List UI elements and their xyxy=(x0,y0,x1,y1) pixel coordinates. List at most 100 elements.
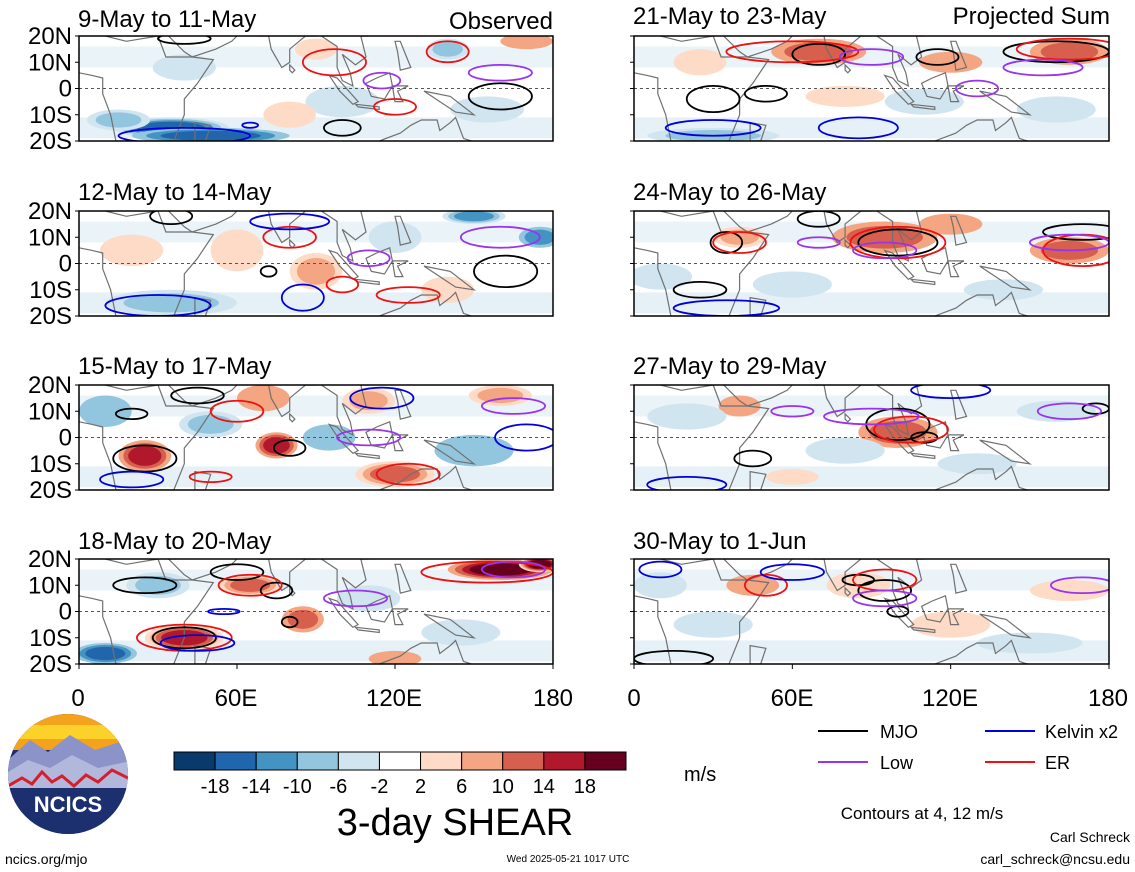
panel-title-obs1: 9-May to 11-May xyxy=(78,6,256,33)
x-axis-right: 0 60E 120E 180 xyxy=(627,685,1128,712)
y-tick-label: 0 xyxy=(59,251,72,278)
coastline xyxy=(876,385,925,436)
y-tick-label: 10N xyxy=(28,572,72,599)
shading-layer xyxy=(79,559,553,664)
coastline xyxy=(423,613,477,639)
shading-blob xyxy=(152,54,216,81)
shading-band xyxy=(634,46,1109,68)
website-link[interactable]: ncics.org/mjo xyxy=(5,851,88,867)
coastline xyxy=(844,412,852,423)
panel-obs1 xyxy=(75,35,554,142)
y-tick-label: 10S xyxy=(29,277,72,304)
shading-blob xyxy=(210,229,264,272)
contour-er xyxy=(375,462,441,486)
shading-blob xyxy=(294,38,338,60)
colorbar-tick-label: -6 xyxy=(329,776,347,798)
contour-low xyxy=(346,249,391,268)
colorbar-swatch xyxy=(502,751,545,771)
contour-mjo xyxy=(259,581,294,600)
y-tick-labels: 20N10N010S20S20N10N010S20S20N10N010S20S2… xyxy=(28,23,72,678)
x-tick-label: 60E xyxy=(215,685,258,712)
author-email: carl_schreck@ncsu.edu xyxy=(980,851,1130,867)
shading-blob xyxy=(421,619,501,646)
contour-mjo xyxy=(280,615,299,629)
y-tick-label: 10N xyxy=(28,398,72,425)
coastline xyxy=(79,385,215,490)
coastline xyxy=(194,470,212,490)
contour-low xyxy=(1002,58,1084,77)
shading-band xyxy=(79,221,553,243)
coastline xyxy=(168,211,238,233)
shading-blob xyxy=(450,96,525,123)
contour-er xyxy=(1015,37,1109,61)
colorbar-swatch xyxy=(461,751,504,771)
contour-low xyxy=(459,225,541,249)
coastline xyxy=(909,626,936,634)
contour-low xyxy=(823,407,920,426)
panel-proj1 xyxy=(630,35,1110,142)
y-tick-label: 20N xyxy=(28,198,72,225)
contour-er xyxy=(188,470,233,484)
shading-blob xyxy=(752,271,832,298)
contour-mjo xyxy=(796,211,841,228)
coastline xyxy=(909,278,936,286)
legend-label-mjo: MJO xyxy=(880,722,918,742)
contour-low xyxy=(480,560,546,579)
coastline xyxy=(391,608,409,626)
contour-er xyxy=(425,40,470,64)
coastline xyxy=(813,385,872,418)
colorbar-tick-label: 18 xyxy=(574,776,596,798)
y-tick-label: 20S xyxy=(29,303,72,330)
y-tick-label: 10N xyxy=(28,49,72,76)
timestamp: Wed 2025-05-21 1017 UTC xyxy=(507,854,630,865)
colorbar-swatch xyxy=(584,751,627,771)
coastline xyxy=(947,608,965,626)
contour-mjo xyxy=(791,42,847,66)
shading-blob xyxy=(305,85,380,118)
shading-blob xyxy=(160,130,261,141)
colorbar-swatch xyxy=(337,751,380,771)
coastline xyxy=(320,385,369,436)
contour-kelvin xyxy=(759,563,825,581)
contour-er xyxy=(873,415,949,444)
contour-layer xyxy=(634,560,1109,664)
y-tick-label: 20S xyxy=(29,477,72,504)
contour-er xyxy=(301,48,367,77)
legend-label-low: Low xyxy=(880,753,914,773)
contour-low xyxy=(955,79,1000,98)
coastline xyxy=(378,291,472,316)
contour-mjo xyxy=(634,649,715,664)
shading-blob xyxy=(187,414,234,434)
contour-mjo xyxy=(743,84,788,103)
contour-layer xyxy=(104,211,541,316)
shading-blob xyxy=(95,112,142,128)
shading-blob xyxy=(368,650,422,664)
contour-layer xyxy=(664,37,1109,140)
shading-blob xyxy=(1016,400,1096,422)
panel-title-proj1: 21-May to 23-May xyxy=(633,3,826,30)
coastline xyxy=(749,644,767,664)
x-tick-label: 60E xyxy=(771,685,814,712)
coastline xyxy=(423,265,477,291)
shading-blob xyxy=(937,453,1017,475)
contour-mjo xyxy=(209,563,265,581)
colorbar-tick-label: -18 xyxy=(201,776,230,798)
contour-mjo xyxy=(709,231,744,254)
ncics-logo: NCICS xyxy=(8,714,128,834)
shading-blob xyxy=(100,234,164,267)
coastline xyxy=(320,36,369,87)
contour-low xyxy=(336,428,402,447)
contour-kelvin xyxy=(280,283,325,312)
colorbar-tick-label: 2 xyxy=(415,776,426,798)
panel-title-obs2: 12-May to 14-May xyxy=(78,179,271,206)
shading-blob xyxy=(263,101,316,128)
y-tick-label: 20N xyxy=(28,372,72,399)
coastline xyxy=(979,613,1032,639)
panel-proj4 xyxy=(630,558,1110,669)
coastline xyxy=(909,452,936,460)
shading-blob xyxy=(337,585,401,612)
contour-mjo xyxy=(857,579,912,602)
contour-mjo xyxy=(473,254,539,289)
shading-blob xyxy=(369,465,421,483)
shading-blob xyxy=(634,572,687,599)
